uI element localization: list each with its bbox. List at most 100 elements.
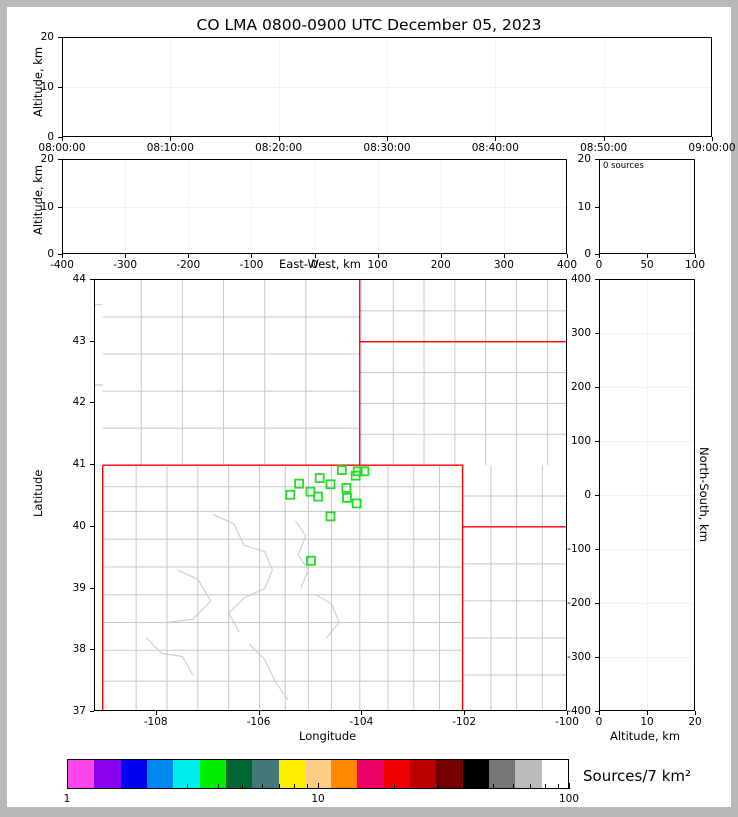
y-tick — [90, 649, 94, 651]
x-tick-label: 08:10:00 — [146, 142, 194, 154]
colorbar-minor-tick — [186, 784, 188, 788]
lma-station-markers — [285, 465, 370, 566]
source-count-annotation: 0 sources — [603, 161, 644, 171]
x-tick-label: 300 — [493, 259, 514, 271]
colorbar-major-tick — [318, 783, 319, 789]
y-tick — [58, 87, 62, 88]
x-tick — [599, 254, 600, 258]
x-tick — [567, 711, 568, 715]
y-tick — [595, 159, 599, 160]
y-tick — [90, 464, 94, 466]
x-tick-label: 08:40:00 — [471, 142, 519, 154]
colorbar-segment — [199, 760, 226, 788]
colorbar-tick-label: 100 — [558, 793, 580, 805]
y-tick-label: 44 — [72, 273, 86, 285]
panel-time-height[interactable] — [62, 37, 712, 137]
colorbar-tick-label: 10 — [311, 793, 325, 805]
y-tick — [595, 279, 599, 280]
colorbar-segment — [436, 760, 463, 788]
gridline-vertical — [170, 38, 172, 136]
y-tick — [58, 206, 62, 208]
x-tick-label: -200 — [176, 259, 201, 271]
x-tick-label: -400 — [50, 259, 74, 271]
colorbar-title: Sources/7 km² — [583, 767, 692, 785]
y-tick-label: 20 — [577, 153, 591, 165]
y-tick — [90, 340, 94, 342]
y-tick-label: 0 — [584, 489, 591, 501]
colorbar-minor-tick — [142, 784, 144, 788]
x-tick-label: 200 — [430, 259, 451, 271]
colorbar-segment — [515, 760, 542, 788]
gridline-vertical — [125, 160, 127, 253]
colorbar-minor-tick — [493, 784, 495, 788]
colorbar-segment — [383, 760, 411, 788]
colorbar-segment — [173, 760, 200, 788]
lma-station-marker — [351, 498, 362, 509]
x-tick — [125, 254, 127, 258]
panel-east-west-height[interactable] — [62, 159, 567, 254]
y-tick-label: 300 — [570, 327, 591, 339]
colorbar-segment — [541, 760, 568, 788]
y-tick-label: -200 — [567, 597, 591, 609]
x-tick-label: 20 — [688, 716, 702, 728]
y-tick — [595, 441, 599, 442]
x-tick-label: -300 — [113, 259, 138, 271]
x-tick — [62, 254, 63, 258]
x-tick-label: -108 — [143, 716, 168, 728]
colorbar-segment — [94, 760, 121, 788]
x-tick — [464, 711, 466, 715]
x-tick — [377, 254, 379, 258]
colorbar-segment — [410, 760, 437, 788]
lma-station-marker — [341, 483, 352, 493]
axis-label-longitude: Longitude — [299, 729, 357, 743]
y-tick-label: 100 — [570, 435, 591, 447]
lma-station-marker — [313, 491, 324, 502]
colorbar-minor-tick — [437, 784, 439, 788]
colorbar-segment — [146, 760, 174, 788]
colorbar-tick-label: 1 — [63, 793, 71, 805]
figure-title: CO LMA 0800-0900 UTC December 05, 2023 — [196, 16, 542, 34]
x-tick-label: 400 — [556, 259, 578, 271]
lma-station-marker — [306, 555, 316, 566]
colorbar-segment — [225, 760, 253, 788]
panel-north-south-height[interactable] — [599, 279, 695, 711]
y-tick-label: -100 — [567, 543, 591, 555]
y-tick-label: 20 — [40, 31, 54, 43]
y-tick — [595, 711, 599, 712]
x-tick-label: -100 — [239, 259, 264, 271]
y-tick — [90, 711, 94, 712]
x-tick — [170, 137, 172, 141]
colorbar[interactable] — [67, 759, 569, 789]
gridline-vertical — [503, 160, 505, 253]
y-tick-label: 10 — [40, 81, 54, 93]
y-tick — [595, 657, 599, 658]
y-tick — [90, 587, 94, 589]
x-tick — [712, 137, 713, 141]
colorbar-minor-tick — [279, 784, 281, 788]
colorbar-segment — [278, 760, 305, 788]
axis-label-altitude-ns: Altitude, km — [610, 729, 681, 743]
colorbar-segment — [462, 760, 489, 788]
panel-plan-view-map[interactable] — [94, 279, 567, 711]
y-tick-label: 0 — [47, 131, 54, 143]
y-tick-label: 0 — [47, 248, 54, 260]
gridline-vertical — [647, 280, 648, 710]
lma-station-marker — [294, 478, 305, 489]
colorbar-minor-tick — [293, 784, 295, 788]
panel-altitude-histogram[interactable]: 0 sources — [599, 159, 695, 254]
lma-station-marker — [350, 470, 361, 481]
colorbar-segment — [304, 760, 332, 788]
colorbar-major-tick — [569, 783, 570, 789]
y-tick-label: 40 — [72, 519, 86, 532]
x-tick — [155, 711, 157, 715]
colorbar-major-tick — [67, 783, 68, 789]
y-tick-label: -400 — [567, 705, 591, 717]
x-tick — [314, 254, 316, 258]
x-tick-label: 08:00:00 — [38, 142, 86, 154]
lma-station-marker — [314, 473, 325, 484]
lma-station-marker — [325, 511, 336, 522]
x-tick — [278, 137, 280, 141]
gridline-vertical — [278, 38, 280, 136]
y-tick-label: 43 — [72, 334, 86, 347]
